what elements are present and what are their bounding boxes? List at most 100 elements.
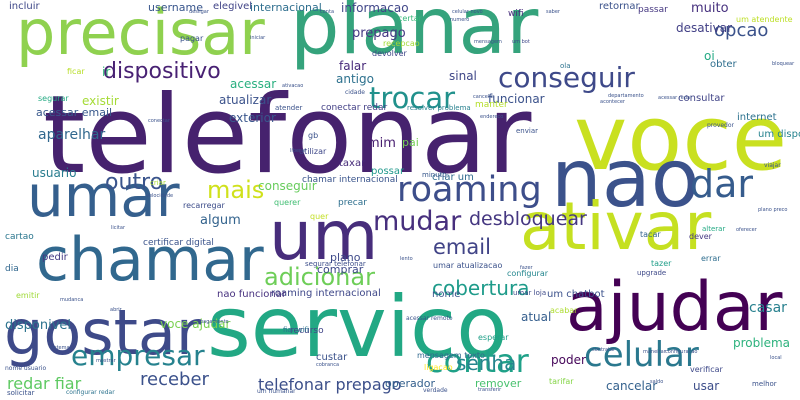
cloud-word: verificar: [690, 365, 723, 374]
cloud-word: local: [770, 355, 782, 361]
cloud-word: servico: [207, 278, 508, 376]
cloud-word: segurar telefonar: [305, 260, 366, 268]
cloud-word: precar: [338, 198, 367, 208]
cloud-word: ajudar: [566, 268, 783, 347]
cloud-word: plano: [330, 251, 361, 264]
cloud-word: taxar: [339, 158, 366, 169]
cloud-word: telefonar: [43, 73, 532, 198]
cloud-word: maneirar: [643, 349, 666, 355]
cloud-word: um bot: [512, 39, 530, 45]
cloud-word: roaming: [397, 170, 542, 210]
cloud-word: telefonar prepago: [258, 375, 402, 394]
cloud-word: usar: [693, 379, 720, 393]
cloud-word: um humanar: [257, 388, 296, 395]
cloud-word: informacao: [341, 1, 409, 15]
cloud-word: dispositivo: [103, 59, 221, 84]
cloud-word: um atendente: [736, 15, 793, 24]
cloud-word: mudar: [373, 206, 462, 237]
cloud-word: sinal: [449, 69, 477, 83]
cloud-word: muito: [691, 1, 729, 16]
cloud-word: certificar digital: [143, 238, 214, 248]
cloud-word: pagamento: [200, 319, 229, 325]
cloud-word: endereco: [480, 114, 504, 120]
cloud-word: tarifar: [549, 377, 574, 386]
cloud-word: gb: [308, 131, 319, 140]
cloud-word: lento: [400, 256, 413, 262]
cloud-word: aparelhar: [38, 127, 106, 143]
cloud-word: mais: [207, 176, 265, 204]
cloud-word: dever: [689, 232, 712, 241]
cloud-word: solicitar: [7, 389, 35, 397]
cloud-word: certar: [398, 14, 422, 23]
cloud-word: tacar: [640, 230, 661, 239]
cloud-word: pagar: [180, 34, 204, 43]
cloud-word: planar: [290, 0, 539, 72]
cloud-word: esperar: [478, 333, 509, 342]
cloud-word: consultar: [678, 93, 725, 104]
cloud-word: ola: [560, 62, 571, 70]
cloud-word: viajar: [764, 162, 781, 169]
cloud-word: custar: [316, 352, 348, 363]
cloud-word: usuario: [32, 166, 77, 180]
cloud-word: adicionar: [264, 263, 375, 291]
cloud-word: internacional: [250, 1, 322, 14]
cloud-word: transferir: [478, 387, 502, 393]
cloud-word: pedir: [42, 252, 68, 263]
cloud-word: contratar: [592, 347, 616, 353]
cloud-word: acontecer: [600, 99, 625, 105]
cloud-word: conseguir: [258, 179, 317, 193]
cloud-word: conectar: [148, 118, 170, 124]
cloud-word: errar: [701, 254, 721, 263]
cloud-word: poder: [551, 353, 586, 367]
cloud-word: senha: [456, 351, 517, 375]
cloud-word: sistema: [50, 345, 70, 351]
cloud-word: mensagem texto: [417, 351, 485, 360]
cloud-word: alterar: [702, 225, 726, 233]
cloud-word: nome usuario: [5, 365, 47, 372]
cloud-word: cancelar: [473, 94, 495, 100]
cloud-word: retornar: [599, 1, 640, 12]
cloud-word: cancelar: [606, 379, 658, 393]
cloud-word: opcao: [714, 20, 769, 41]
cloud-word: casar: [749, 300, 787, 316]
cloud-word: chamar: [36, 225, 264, 295]
cloud-word: exterior: [229, 111, 276, 125]
cloud-word: conectar redar: [321, 103, 388, 113]
cloud-word: roaming internacional: [271, 288, 381, 299]
cloud-word: recurso: [290, 326, 324, 336]
cloud-word: bloquear: [772, 61, 795, 67]
cloud-word: cobertura: [432, 276, 530, 300]
cloud-word: velocidade: [146, 193, 174, 199]
cloud-word: mostrar: [96, 358, 116, 364]
cloud-word: remover: [475, 377, 522, 390]
cloud-word: umar loja: [513, 289, 547, 297]
cloud-word: desligar: [189, 9, 209, 15]
cloud-word: ativacao: [282, 83, 304, 89]
cloud-word: acessar email: [36, 106, 113, 119]
cloud-word: resolver problema: [407, 104, 471, 112]
cloud-word: configurar: [507, 269, 549, 278]
cloud-word: verdade: [423, 387, 448, 394]
cloud-word: saldo: [650, 379, 664, 385]
cloud-word: criar: [150, 179, 166, 187]
cloud-word: precisar: [16, 0, 265, 69]
cloud-word: problema: [733, 336, 791, 350]
cloud-word: ligacao: [424, 363, 453, 372]
cloud-word: celular: [584, 335, 699, 375]
cloud-word: disponivel: [5, 318, 71, 333]
cloud-word: utilizar: [299, 147, 327, 156]
cloud-word: falar: [339, 59, 367, 73]
cloud-word: ativar: [520, 188, 712, 265]
cloud-word: nao: [551, 132, 700, 225]
cloud-word: dar: [690, 162, 754, 206]
cloud-word: mudanca: [60, 297, 84, 303]
cloud-word: conseguir: [498, 61, 635, 94]
cloud-word: devolver: [372, 49, 407, 58]
cloud-word: umar atualizacao: [433, 261, 503, 270]
cloud-word: manter: [475, 100, 508, 110]
cloud-word: querer: [274, 198, 301, 207]
cloud-word: um dispositivo: [758, 129, 800, 140]
cloud-word: saber: [546, 9, 560, 15]
cloud-word: contar: [426, 342, 529, 380]
cloud-word: prepago: [352, 26, 406, 41]
